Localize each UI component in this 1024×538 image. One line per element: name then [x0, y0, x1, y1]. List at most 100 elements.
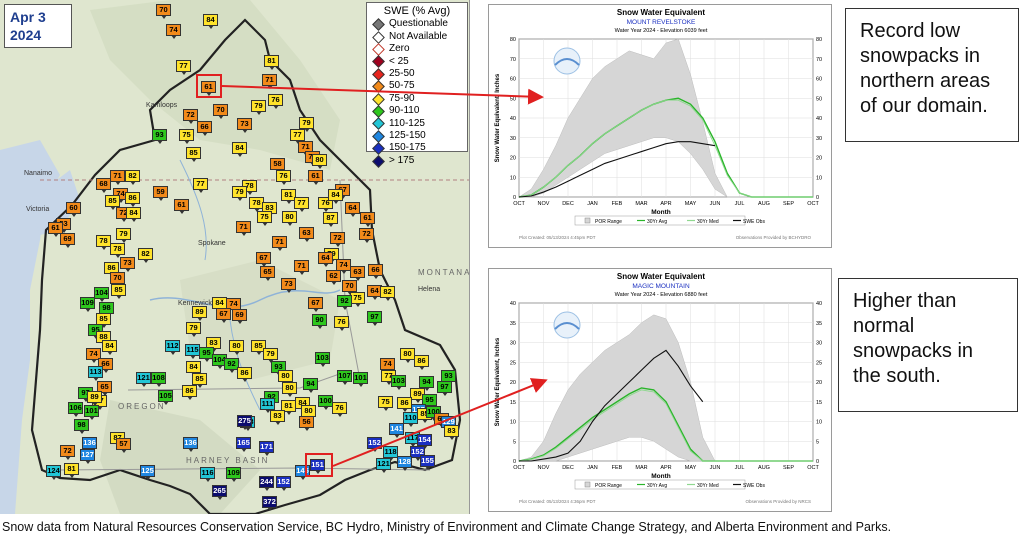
station-marker[interactable]: 69 [232, 309, 247, 324]
station-marker[interactable]: 74 [380, 358, 395, 373]
station-marker[interactable]: 124 [46, 465, 61, 480]
station-marker[interactable]: 84 [328, 189, 343, 204]
station-marker[interactable]: 86 [182, 385, 197, 400]
station-marker[interactable]: 97 [367, 311, 382, 326]
station-marker[interactable]: 93 [152, 129, 167, 144]
station-marker[interactable]: 72 [60, 445, 75, 460]
station-marker[interactable]: 94 [419, 376, 434, 391]
station-marker[interactable]: 109 [226, 467, 241, 482]
station-marker[interactable]: 67 [308, 297, 323, 312]
station-marker[interactable]: 152 [276, 476, 291, 491]
station-marker[interactable]: 141 [389, 423, 404, 438]
station-marker[interactable]: 72 [330, 232, 345, 247]
station-marker[interactable]: 98 [74, 419, 89, 434]
station-marker[interactable]: 67 [256, 252, 271, 267]
station-marker[interactable]: 72 [359, 228, 374, 243]
station-marker[interactable]: 73 [237, 118, 252, 133]
station-marker[interactable]: 79 [232, 186, 247, 201]
station-marker[interactable]: 80 [312, 154, 327, 169]
station-marker[interactable]: 103 [315, 352, 330, 367]
station-marker[interactable]: 109 [80, 297, 95, 312]
station-marker[interactable]: 85 [186, 147, 201, 162]
station-marker[interactable]: 80 [400, 348, 415, 363]
station-marker[interactable]: 61 [360, 212, 375, 227]
station-marker[interactable]: 77 [294, 197, 309, 212]
station-marker[interactable]: 151 [310, 459, 325, 474]
station-marker[interactable]: 92 [337, 295, 352, 310]
station-marker[interactable]: 86 [397, 397, 412, 412]
station-marker[interactable]: 97 [437, 381, 452, 396]
station-marker[interactable]: 70 [342, 280, 357, 295]
station-marker[interactable]: 56 [299, 416, 314, 431]
station-marker[interactable]: 58 [270, 158, 285, 173]
station-marker[interactable]: 85 [111, 284, 126, 299]
station-marker[interactable]: 65 [260, 266, 275, 281]
station-marker[interactable]: 95 [199, 347, 214, 362]
station-marker[interactable]: 128 [397, 456, 412, 471]
station-marker[interactable]: 90 [312, 314, 327, 329]
station-marker[interactable]: 104 [94, 287, 109, 302]
station-marker[interactable]: 111 [260, 398, 275, 413]
station-marker[interactable]: 121 [136, 372, 151, 387]
station-marker[interactable]: 77 [290, 129, 305, 144]
station-marker[interactable]: 115 [185, 344, 200, 359]
station-marker[interactable]: 75 [257, 211, 272, 226]
station-marker[interactable]: 85 [105, 195, 120, 210]
station-marker[interactable]: 113 [88, 366, 103, 381]
station-marker[interactable]: 77 [176, 60, 191, 75]
station-marker[interactable]: 72 [183, 109, 198, 124]
station-marker[interactable]: 106 [68, 402, 83, 417]
station-marker[interactable]: 71 [262, 74, 277, 89]
station-marker[interactable]: 154 [417, 434, 432, 449]
station-marker[interactable]: 82 [138, 248, 153, 263]
station-marker[interactable]: 100 [318, 395, 333, 410]
station-marker[interactable]: 171 [259, 441, 274, 456]
station-marker[interactable]: 70 [110, 272, 125, 287]
station-marker[interactable]: 244 [259, 476, 274, 491]
station-marker[interactable]: 79 [251, 100, 266, 115]
station-marker[interactable]: 103 [391, 375, 406, 390]
station-marker[interactable]: 125 [140, 465, 155, 480]
station-marker[interactable]: 116 [200, 467, 215, 482]
station-marker[interactable]: 64 [345, 202, 360, 217]
station-marker[interactable]: 73 [120, 257, 135, 272]
station-marker[interactable]: 64 [318, 252, 333, 267]
station-marker[interactable]: 79 [299, 117, 314, 132]
station-marker[interactable]: 81 [64, 463, 79, 478]
station-marker[interactable]: 87 [323, 212, 338, 227]
station-marker[interactable]: 83 [444, 425, 459, 440]
station-marker[interactable]: 67 [216, 308, 231, 323]
station-marker[interactable]: 82 [125, 170, 140, 185]
station-marker[interactable]: 84 [186, 361, 201, 376]
station-marker[interactable]: 59 [153, 186, 168, 201]
station-marker[interactable]: 152 [367, 437, 382, 452]
station-marker[interactable]: 78 [110, 243, 125, 258]
station-marker[interactable]: 66 [368, 264, 383, 279]
station-marker[interactable]: 76 [268, 94, 283, 109]
station-marker[interactable]: 85 [192, 373, 207, 388]
station-marker[interactable]: 79 [116, 228, 131, 243]
station-marker[interactable]: 75 [179, 129, 194, 144]
station-marker[interactable]: 76 [276, 170, 291, 185]
station-marker[interactable]: 136 [82, 437, 97, 452]
station-marker[interactable]: 85 [96, 313, 111, 328]
station-marker[interactable]: 75 [350, 292, 365, 307]
station-marker[interactable]: 74 [86, 348, 101, 363]
station-marker[interactable]: 82 [380, 286, 395, 301]
station-marker[interactable]: 86 [414, 355, 429, 370]
station-marker[interactable]: 80 [229, 340, 244, 355]
station-marker[interactable]: 84 [126, 207, 141, 222]
station-marker[interactable]: 165 [236, 437, 251, 452]
station-marker[interactable]: 73 [281, 278, 296, 293]
station-marker[interactable]: 85 [251, 340, 266, 355]
station-marker[interactable]: 155 [420, 455, 435, 470]
station-marker[interactable]: 112 [165, 340, 180, 355]
station-marker[interactable]: 57 [116, 438, 131, 453]
station-marker[interactable]: 61 [48, 222, 63, 237]
station-marker[interactable]: 80 [282, 211, 297, 226]
station-marker[interactable]: 86 [237, 367, 252, 382]
station-marker[interactable]: 275 [237, 415, 252, 430]
station-marker[interactable]: 136 [183, 437, 198, 452]
station-marker[interactable]: 107 [337, 370, 352, 385]
station-marker[interactable]: 84 [232, 142, 247, 157]
